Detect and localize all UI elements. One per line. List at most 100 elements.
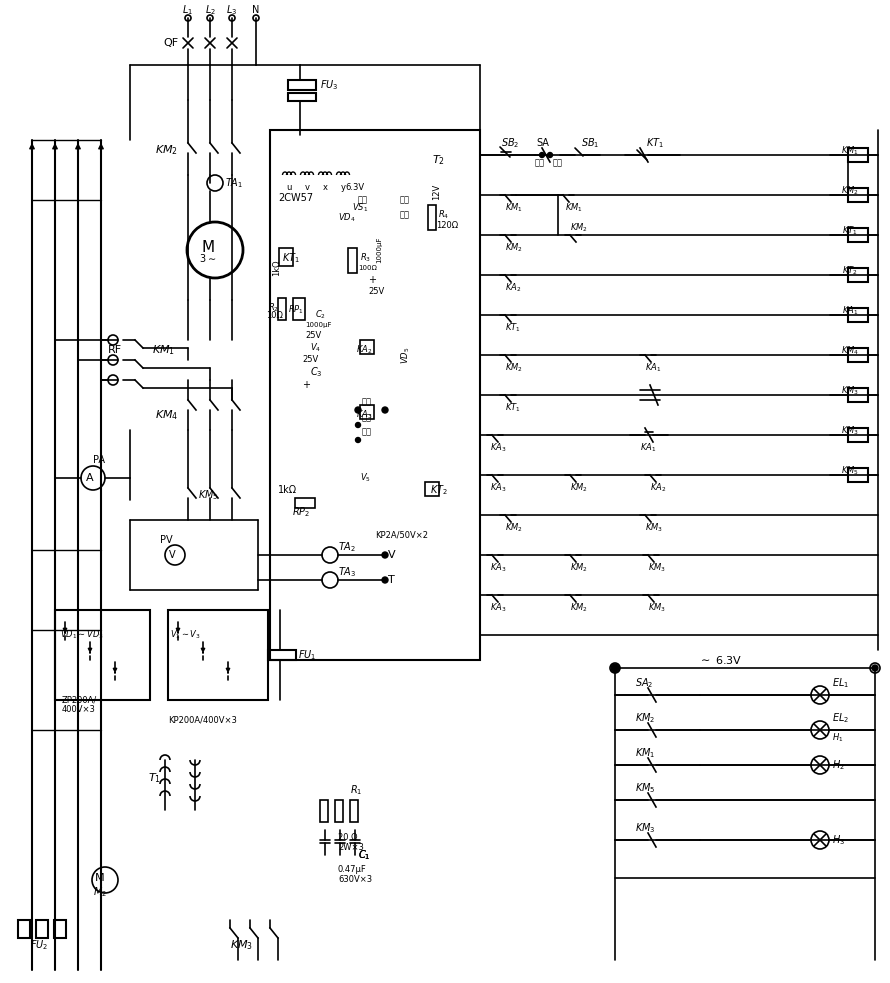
- Text: $KM_2$: $KM_2$: [505, 242, 522, 255]
- Bar: [18, 920, 30, 938]
- Text: +: +: [368, 275, 376, 285]
- Text: $KM_2$: $KM_2$: [841, 185, 859, 198]
- Text: $TA_1$: $TA_1$: [225, 176, 243, 190]
- Text: $TA_2$: $TA_2$: [338, 540, 356, 553]
- Text: $FU_3$: $FU_3$: [320, 78, 338, 91]
- Text: $KM_2$: $KM_2$: [570, 561, 588, 574]
- Text: $KM_4$: $KM_4$: [155, 408, 178, 422]
- Text: $R_2$: $R_2$: [268, 302, 279, 315]
- Bar: [54, 920, 66, 938]
- Bar: [288, 93, 316, 101]
- Text: $KM_5$: $KM_5$: [841, 465, 859, 478]
- Text: $KM_1$: $KM_1$: [565, 202, 583, 214]
- Text: 100Ω: 100Ω: [358, 265, 376, 271]
- Text: $SB_1$: $SB_1$: [581, 136, 599, 149]
- Text: 2W×3: 2W×3: [338, 843, 364, 852]
- Text: $KA_3$: $KA_3$: [490, 441, 506, 454]
- Text: $KM_4$: $KM_4$: [841, 345, 859, 357]
- Text: $T_2$: $T_2$: [432, 153, 445, 167]
- Text: V: V: [388, 550, 396, 560]
- Text: M: M: [201, 240, 214, 255]
- Text: $KM_5$: $KM_5$: [635, 781, 656, 795]
- Circle shape: [81, 466, 105, 490]
- Text: $KA_2$: $KA_2$: [505, 282, 522, 294]
- Circle shape: [811, 756, 829, 774]
- Text: $KA_1$: $KA_1$: [645, 362, 661, 375]
- Circle shape: [811, 721, 829, 739]
- Text: $KA_1$: $KA_1$: [640, 441, 656, 454]
- Bar: [295, 498, 315, 508]
- Text: $R_1$: $R_1$: [350, 783, 362, 797]
- Bar: [360, 405, 374, 419]
- Text: $L_3$: $L_3$: [226, 3, 238, 17]
- Text: $KM_2$: $KM_2$: [570, 222, 588, 234]
- Text: ZP200A/: ZP200A/: [62, 696, 97, 705]
- Text: 1000μF: 1000μF: [305, 322, 331, 328]
- Text: $L_1$: $L_1$: [182, 3, 193, 17]
- Bar: [278, 298, 286, 320]
- Circle shape: [547, 152, 553, 157]
- Text: $KA_2$: $KA_2$: [356, 344, 372, 356]
- Text: SA: SA: [537, 138, 549, 148]
- Text: 25V: 25V: [368, 287, 384, 297]
- Circle shape: [322, 547, 338, 563]
- Text: x: x: [322, 184, 328, 193]
- Circle shape: [108, 335, 118, 345]
- Text: 同步: 同步: [400, 196, 410, 204]
- Circle shape: [165, 545, 185, 565]
- Circle shape: [92, 867, 118, 893]
- Bar: [350, 800, 358, 822]
- Text: QF: QF: [163, 38, 178, 48]
- Circle shape: [355, 437, 360, 442]
- Circle shape: [382, 577, 388, 583]
- Text: $FU_2$: $FU_2$: [30, 938, 48, 952]
- Text: 自动: 自动: [362, 414, 372, 423]
- Text: $KM_1$: $KM_1$: [505, 202, 522, 214]
- Text: $KA_2$: $KA_2$: [650, 482, 667, 494]
- Text: $SA_2$: $SA_2$: [635, 676, 653, 690]
- Text: $V_5$: $V_5$: [360, 472, 371, 485]
- Text: N: N: [252, 5, 260, 15]
- Text: RF: RF: [108, 345, 122, 355]
- Bar: [360, 340, 374, 354]
- Text: KP2A/50V×2: KP2A/50V×2: [375, 531, 428, 540]
- Text: $V_4$: $V_4$: [310, 342, 321, 354]
- Circle shape: [611, 664, 619, 672]
- Bar: [320, 800, 328, 822]
- Text: $RP_1$: $RP_1$: [288, 304, 304, 317]
- Circle shape: [187, 222, 243, 278]
- Bar: [848, 348, 868, 362]
- Bar: [55, 610, 150, 700]
- Text: 25V: 25V: [305, 330, 321, 339]
- Bar: [270, 130, 480, 660]
- Text: $C_2$: $C_2$: [315, 309, 326, 321]
- Text: 异步: 异步: [362, 428, 372, 436]
- Text: $KM_3$: $KM_3$: [841, 384, 859, 397]
- Text: $KM_1$: $KM_1$: [635, 746, 655, 760]
- Bar: [848, 228, 868, 242]
- Text: 10Ω: 10Ω: [266, 312, 283, 320]
- Bar: [428, 205, 436, 230]
- Bar: [848, 148, 868, 162]
- Bar: [848, 308, 868, 322]
- Text: $KM_3$: $KM_3$: [645, 522, 663, 534]
- Text: $V_1{\sim}V_3$: $V_1{\sim}V_3$: [170, 629, 201, 641]
- Text: $KM_1$: $KM_1$: [152, 343, 175, 357]
- Bar: [168, 610, 268, 700]
- Text: $KM_2$: $KM_2$: [155, 144, 178, 157]
- Text: $\sim$ 6.3V: $\sim$ 6.3V: [698, 654, 742, 666]
- Text: $KA_3$: $KA_3$: [490, 482, 506, 494]
- Circle shape: [382, 552, 388, 558]
- Text: 12V: 12V: [432, 184, 441, 201]
- Text: $KM_3$: $KM_3$: [230, 938, 253, 952]
- Text: KP200A/400V×3: KP200A/400V×3: [168, 716, 237, 724]
- Bar: [848, 428, 868, 442]
- Text: $KM_3$: $KM_3$: [635, 821, 656, 835]
- Text: $KT_1$: $KT_1$: [842, 225, 858, 237]
- Circle shape: [872, 665, 878, 671]
- Text: A: A: [86, 473, 93, 483]
- Circle shape: [355, 423, 360, 428]
- Text: $EL_1$: $EL_1$: [832, 676, 849, 690]
- Text: $SB_2$: $SB_2$: [501, 136, 519, 149]
- Text: $VS_1$: $VS_1$: [352, 202, 368, 214]
